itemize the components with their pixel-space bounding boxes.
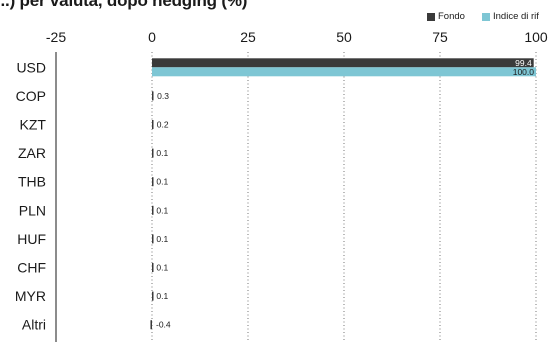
x-tick-label: 100 xyxy=(524,29,548,45)
chart-title: ...) per valuta, dopo hedging (%) xyxy=(0,0,248,10)
bar-fondo xyxy=(152,91,154,101)
value-label-indice: 100.0 xyxy=(513,67,535,77)
x-tick-label: -25 xyxy=(46,29,66,45)
value-label-fondo: 99.4 xyxy=(515,58,532,68)
category-label: PLN xyxy=(19,202,46,218)
category-label: THB xyxy=(18,174,46,190)
bar-fondo xyxy=(152,205,154,215)
legend-item-indice: Indice di rif xyxy=(482,11,539,22)
x-tick-label: 25 xyxy=(240,29,256,45)
category-label: HUF xyxy=(17,231,46,247)
x-tick-label: 75 xyxy=(432,29,448,45)
bar-fondo xyxy=(152,177,154,187)
legend-label-fondo: Fondo xyxy=(438,11,465,22)
x-tick-label: 0 xyxy=(148,29,156,45)
bar-fondo xyxy=(152,58,534,68)
legend-swatch-fondo xyxy=(427,12,435,21)
category-label: Altri xyxy=(22,317,46,333)
value-label-fondo: 0.1 xyxy=(156,205,168,215)
bar-fondo xyxy=(152,234,154,244)
value-label-fondo: -0.4 xyxy=(156,320,171,330)
bar-fondo xyxy=(152,148,154,158)
category-label: KZT xyxy=(20,117,47,133)
value-label-fondo: 0.3 xyxy=(157,91,169,101)
legend: Fondo Indice di rif xyxy=(427,11,552,25)
bar-indice xyxy=(152,67,536,77)
value-label-fondo: 0.2 xyxy=(157,120,169,130)
value-label-fondo: 0.1 xyxy=(156,148,168,158)
bar-fondo xyxy=(152,120,154,129)
x-tick-label: 50 xyxy=(336,29,352,45)
category-label: USD xyxy=(16,59,46,75)
bar-fondo xyxy=(152,291,154,301)
category-label: CHF xyxy=(17,260,46,276)
category-label: COP xyxy=(16,88,46,104)
value-label-fondo: 0.1 xyxy=(156,263,168,273)
bar-fondo xyxy=(152,263,154,272)
value-label-fondo: 0.1 xyxy=(156,291,168,301)
value-label-fondo: 0.1 xyxy=(156,234,168,244)
legend-swatch-indice xyxy=(482,12,490,21)
category-label: ZAR xyxy=(18,145,46,161)
bar-fondo xyxy=(150,320,152,330)
legend-item-fondo: Fondo xyxy=(427,11,465,22)
category-label: MYR xyxy=(15,288,46,304)
value-label-fondo: 0.1 xyxy=(156,177,168,187)
legend-label-indice: Indice di rif xyxy=(493,11,539,22)
